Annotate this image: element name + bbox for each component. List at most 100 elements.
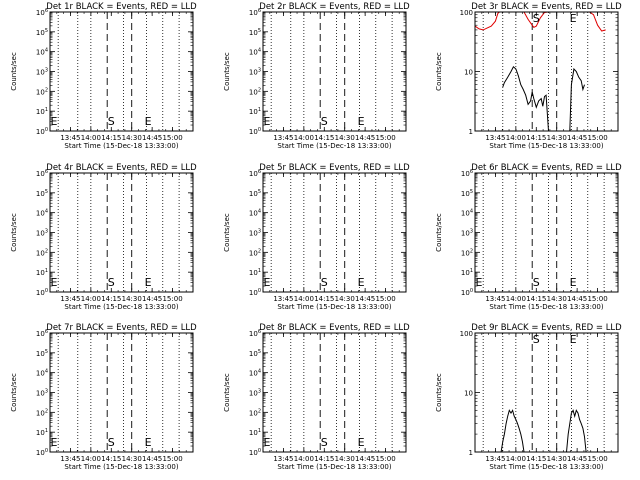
x-tick-label: 14:45 xyxy=(142,455,162,463)
end-marker: E xyxy=(570,276,577,289)
x-tick-label: 15:00 xyxy=(375,134,395,142)
y-tick-label: 100 xyxy=(460,9,473,17)
panel-det-9: Det 9r BLACK = Events, RED = LLD 1 10 100 13… xyxy=(435,323,622,471)
y-tick-label: 100 xyxy=(36,288,48,297)
y-tick-label: 102 xyxy=(36,87,48,96)
x-axis-label: Start Time (15-Dec-18 13:33:00) xyxy=(277,142,391,150)
x-tick-label: 14:00 xyxy=(81,295,101,303)
x-tick-label: 14:00 xyxy=(506,455,526,463)
x-tick-label: 14:15 xyxy=(314,134,334,142)
x-axis-label: Start Time (15-Dec-18 13:33:00) xyxy=(64,463,178,471)
x-tick-label: 14:45 xyxy=(142,134,162,142)
y-tick-label: 101 xyxy=(249,268,261,277)
panel-title: Det 7r BLACK = Events, RED = LLD xyxy=(46,323,197,333)
end-marker: E xyxy=(570,333,577,346)
x-tick-label: 14:30 xyxy=(547,455,567,463)
x-tick-label: 14:15 xyxy=(314,295,334,303)
y-tick-label: 103 xyxy=(249,68,261,77)
y-axis-label: Counts/sec xyxy=(435,373,443,412)
y-tick-label: 1 xyxy=(469,449,473,457)
x-tick-label: 13:45 xyxy=(60,295,80,303)
x-tick-label: 13:45 xyxy=(273,134,293,142)
y-tick-label: 102 xyxy=(36,248,48,257)
x-tick-label: 14:00 xyxy=(81,455,101,463)
edge-marker: E xyxy=(264,276,271,289)
panel-det-7: Det 7r BLACK = Events, RED = LLD 100 101 10… xyxy=(10,323,197,471)
plot-frame xyxy=(49,11,194,132)
x-tick-label: 14:30 xyxy=(335,134,355,142)
y-tick-label: 1 xyxy=(469,128,473,136)
plot-frame xyxy=(49,172,194,293)
panel-title: Det 1r BLACK = Events, RED = LLD xyxy=(46,2,197,12)
plot-frame xyxy=(474,172,619,293)
y-tick-label: 101 xyxy=(36,428,48,437)
x-tick-label: 14:00 xyxy=(506,134,526,142)
y-tick-label: 10 xyxy=(464,390,473,398)
plot-frame xyxy=(262,172,407,293)
y-tick-label: 103 xyxy=(36,68,48,77)
x-tick-label: 13:45 xyxy=(485,134,505,142)
panel-title: Det 5r BLACK = Events, RED = LLD xyxy=(259,163,410,173)
x-tick-label: 14:30 xyxy=(335,455,355,463)
y-tick-label: 101 xyxy=(249,107,261,116)
lld-series-line xyxy=(474,11,606,32)
panel-det-5: Det 5r BLACK = Events, RED = LLD 100 101 10… xyxy=(223,163,410,311)
panel-title: Det 8r BLACK = Events, RED = LLD xyxy=(259,323,410,333)
x-axis-label: Start Time (15-Dec-18 13:33:00) xyxy=(489,142,603,150)
panel-det-4: Det 4r BLACK = Events, RED = LLD 100 101 10… xyxy=(10,163,197,311)
y-tick-label: 103 xyxy=(461,229,473,238)
y-tick-label: 105 xyxy=(249,349,261,358)
panel-title: Det 4r BLACK = Events, RED = LLD xyxy=(46,163,197,173)
x-tick-label: 14:15 xyxy=(101,295,121,303)
edge-marker: E xyxy=(264,115,271,128)
start-marker: S xyxy=(108,276,115,289)
y-tick-label: 106 xyxy=(461,169,473,178)
x-tick-label: 14:00 xyxy=(294,134,314,142)
y-axis-label: Counts/sec xyxy=(223,373,231,412)
y-tick-label: 100 xyxy=(461,288,473,297)
x-tick-label: 13:45 xyxy=(485,295,505,303)
y-tick-label: 101 xyxy=(36,107,48,116)
panel-det-3: Det 3r BLACK = Events, RED = LLD 1 10 100 13… xyxy=(435,2,622,150)
x-tick-label: 14:45 xyxy=(142,295,162,303)
events-series-line xyxy=(500,409,587,453)
start-marker: S xyxy=(108,115,115,128)
end-marker: E xyxy=(570,12,577,25)
y-tick-label: 105 xyxy=(36,28,48,37)
y-tick-label: 104 xyxy=(249,48,261,57)
x-tick-label: 14:45 xyxy=(567,295,587,303)
y-tick-label: 104 xyxy=(36,209,48,218)
x-axis-label: Start Time (15-Dec-18 13:33:00) xyxy=(489,303,603,311)
y-tick-label: 106 xyxy=(249,329,261,338)
edge-marker: E xyxy=(264,436,271,449)
y-tick-label: 106 xyxy=(36,169,48,178)
start-marker: S xyxy=(533,12,540,25)
y-tick-label: 105 xyxy=(249,189,261,198)
edge-marker: E xyxy=(476,276,483,289)
x-tick-label: 15:00 xyxy=(375,455,395,463)
x-tick-label: 14:00 xyxy=(81,134,101,142)
x-tick-label: 13:45 xyxy=(485,455,505,463)
y-tick-label: 102 xyxy=(249,87,261,96)
y-tick-label: 100 xyxy=(249,288,261,297)
y-tick-label: 102 xyxy=(36,408,48,417)
y-tick-label: 100 xyxy=(249,127,261,136)
y-tick-label: 102 xyxy=(461,248,473,257)
y-axis-label: Counts/sec xyxy=(223,52,231,91)
x-tick-label: 13:45 xyxy=(60,455,80,463)
y-tick-label: 102 xyxy=(249,408,261,417)
y-axis-label: Counts/sec xyxy=(223,213,231,252)
y-axis-label: Counts/sec xyxy=(10,373,18,412)
x-tick-label: 14:00 xyxy=(506,295,526,303)
x-tick-label: 14:15 xyxy=(101,134,121,142)
edge-marker: E xyxy=(51,276,58,289)
y-tick-label: 100 xyxy=(36,448,48,457)
y-tick-label: 104 xyxy=(249,209,261,218)
panel-det-8: Det 8r BLACK = Events, RED = LLD 100 101 10… xyxy=(223,323,410,471)
panel-title: Det 6r BLACK = Events, RED = LLD xyxy=(471,163,622,173)
y-tick-label: 101 xyxy=(461,268,473,277)
start-marker: S xyxy=(108,436,115,449)
y-axis-label: Counts/sec xyxy=(435,52,443,91)
x-axis-label: Start Time (15-Dec-18 13:33:00) xyxy=(489,463,603,471)
y-tick-label: 103 xyxy=(36,229,48,238)
